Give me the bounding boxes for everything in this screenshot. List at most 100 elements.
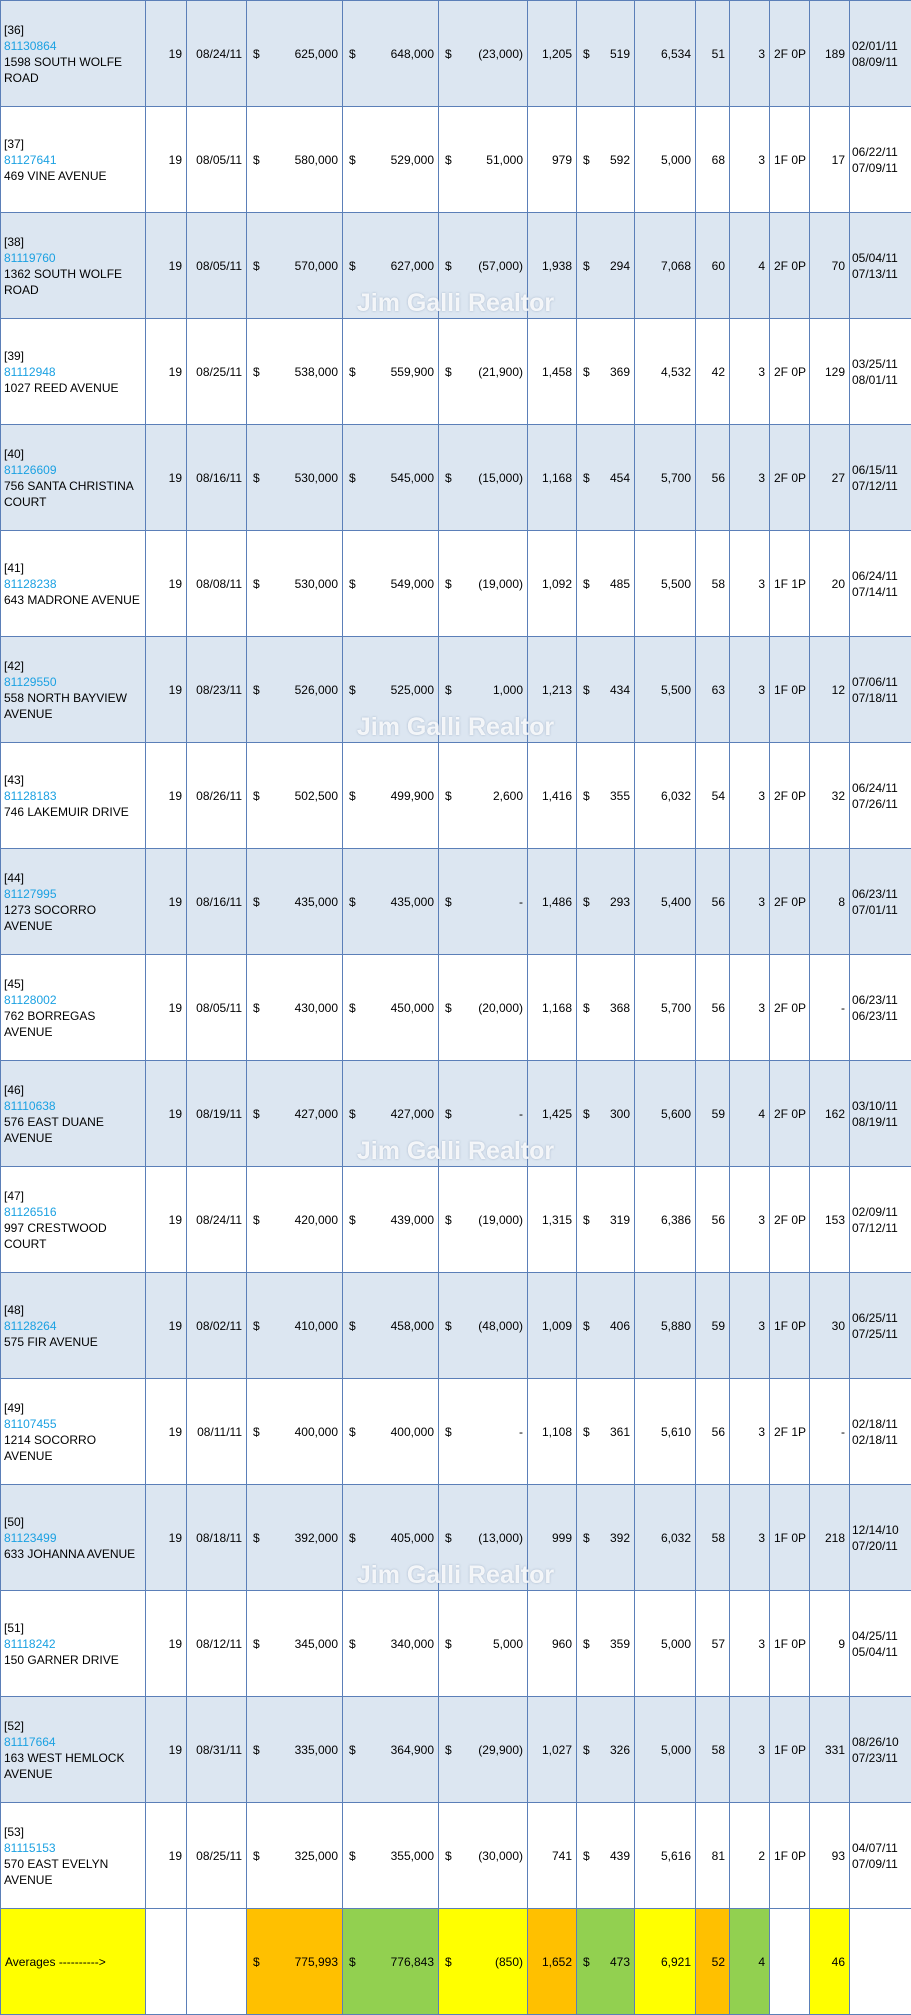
listing-index: [45] <box>4 976 25 991</box>
close-date-cell: 08/05/11 <box>186 106 247 213</box>
listing-dates-cell: 06/15/11 07/12/11 <box>849 424 911 531</box>
list-date: 06/24/11 <box>852 568 898 583</box>
age-cell: 54 <box>695 742 730 849</box>
avg-bedrooms: 4 <box>729 1908 770 2015</box>
baths-cell: 1F 1P <box>769 530 810 637</box>
sale-price-cell: $430,000 <box>246 954 343 1061</box>
mls-number-link[interactable]: 81123499 <box>4 1530 57 1545</box>
days-on-market-cell: 32 <box>809 742 850 849</box>
mls-number-link[interactable]: 81128264 <box>4 1318 57 1333</box>
street-address: 1598 SOUTH WOLFE ROAD <box>4 54 123 85</box>
bedrooms-cell: 3 <box>729 318 770 425</box>
list-date: 08/26/10 <box>852 1734 899 1749</box>
currency-symbol: $ <box>349 1954 356 1969</box>
currency-symbol: $ <box>445 1212 452 1227</box>
mls-number-link[interactable]: 81130864 <box>4 38 57 53</box>
age-cell: 56 <box>695 1378 730 1485</box>
price-per-sqft-cell: $294 <box>576 212 635 319</box>
close-date-cell: 08/11/11 <box>186 1378 247 1485</box>
currency-symbol: $ <box>583 470 590 485</box>
table-row: [50] 81123499 633 JOHANNA AVENUE 19 08/18/11… <box>0 1484 911 1591</box>
mls-number-link[interactable]: 81117664 <box>4 1734 56 1749</box>
currency-symbol: $ <box>253 1848 260 1863</box>
listing-dates-cell: 02/18/11 02/18/11 <box>849 1378 911 1485</box>
street-address: 576 EAST DUANE AVENUE <box>4 1114 104 1145</box>
close-date-cell: 08/08/11 <box>186 530 247 637</box>
currency-symbol: $ <box>445 1318 452 1333</box>
mls-number-link[interactable]: 81118242 <box>4 1636 56 1651</box>
age-cell: 56 <box>695 848 730 955</box>
currency-symbol: $ <box>583 258 590 273</box>
mls-number-link[interactable]: 81128183 <box>4 788 57 803</box>
area-cell: 19 <box>145 318 187 425</box>
mls-number-link[interactable]: 81110638 <box>4 1098 56 1113</box>
listing-address-cell: [39] 81112948 1027 REED AVENUE <box>0 318 146 425</box>
list-date: 02/01/11 <box>852 38 898 53</box>
days-on-market-cell: 189 <box>809 0 850 107</box>
pending-date: 08/09/11 <box>852 54 898 69</box>
currency-symbol: $ <box>445 470 452 485</box>
lot-size-cell: 6,032 <box>634 1484 696 1591</box>
sale-price-cell: $420,000 <box>246 1166 343 1273</box>
mls-number-link[interactable]: 81126609 <box>4 462 57 477</box>
sale-price-cell: $392,000 <box>246 1484 343 1591</box>
mls-number-link[interactable]: 81128002 <box>4 992 57 1007</box>
area-cell: 19 <box>145 424 187 531</box>
age-cell: 68 <box>695 106 730 213</box>
mls-number-link[interactable]: 81115153 <box>4 1840 56 1855</box>
mls-number-link[interactable]: 81129550 <box>4 674 57 689</box>
mls-number-link[interactable]: 81107455 <box>4 1416 57 1431</box>
square-feet-cell: 1,938 <box>527 212 577 319</box>
currency-symbol: $ <box>583 788 590 803</box>
bedrooms-cell: 3 <box>729 1484 770 1591</box>
currency-symbol: $ <box>253 1212 260 1227</box>
sale-price-cell: $335,000 <box>246 1696 343 1803</box>
days-on-market-cell: - <box>809 1378 850 1485</box>
currency-symbol: $ <box>349 152 356 167</box>
bedrooms-cell: 3 <box>729 530 770 637</box>
listing-index: [44] <box>4 870 25 885</box>
table-row: [46] 81110638 576 EAST DUANE AVENUE 19 08/19… <box>0 1060 911 1167</box>
mls-number-link[interactable]: 81127641 <box>4 152 57 167</box>
pending-date: 07/12/11 <box>852 478 898 493</box>
list-price-cell: $450,000 <box>342 954 439 1061</box>
days-on-market-cell: 12 <box>809 636 850 743</box>
mls-number-link[interactable]: 81119760 <box>4 250 56 265</box>
listing-dates-cell: 06/24/11 07/14/11 <box>849 530 911 637</box>
mls-number-link[interactable]: 81112948 <box>4 364 56 379</box>
mls-number-link[interactable]: 81126516 <box>4 1204 57 1219</box>
area-cell: 19 <box>145 742 187 849</box>
age-cell: 58 <box>695 1696 730 1803</box>
close-date-cell: 08/18/11 <box>186 1484 247 1591</box>
avg-price-per-sqft: $473 <box>576 1908 635 2015</box>
area-cell: 19 <box>145 1272 187 1379</box>
price-difference-cell: $ (30,000) <box>438 1802 528 1909</box>
days-on-market-cell: - <box>809 954 850 1061</box>
mls-number-link[interactable]: 81127995 <box>4 886 57 901</box>
price-difference-cell: $ - <box>438 848 528 955</box>
listing-index: [48] <box>4 1302 25 1317</box>
empty-cell <box>145 1908 187 2015</box>
close-date-cell: 08/02/11 <box>186 1272 247 1379</box>
bedrooms-cell: 2 <box>729 1802 770 1909</box>
bedrooms-cell: 3 <box>729 1696 770 1803</box>
listing-address-cell: [51] 81118242 150 GARNER DRIVE <box>0 1590 146 1697</box>
bedrooms-cell: 3 <box>729 742 770 849</box>
list-price-cell: $627,000 <box>342 212 439 319</box>
mls-number-link[interactable]: 81128238 <box>4 576 57 591</box>
list-price-cell: $340,000 <box>342 1590 439 1697</box>
lot-size-cell: 5,610 <box>634 1378 696 1485</box>
listing-address-cell: [44] 81127995 1273 SOCORRO AVENUE <box>0 848 146 955</box>
averages-label: Averages ----------> <box>0 1908 146 2015</box>
currency-symbol: $ <box>583 1530 590 1545</box>
street-address: 558 NORTH BAYVIEW AVENUE <box>4 690 127 721</box>
baths-cell: 2F 0P <box>769 318 810 425</box>
currency-symbol: $ <box>445 1530 452 1545</box>
age-cell: 58 <box>695 530 730 637</box>
listing-index: [46] <box>4 1082 25 1097</box>
avg-age: 52 <box>695 1908 730 2015</box>
area-cell: 19 <box>145 1590 187 1697</box>
days-on-market-cell: 17 <box>809 106 850 213</box>
sale-price-cell: $580,000 <box>246 106 343 213</box>
